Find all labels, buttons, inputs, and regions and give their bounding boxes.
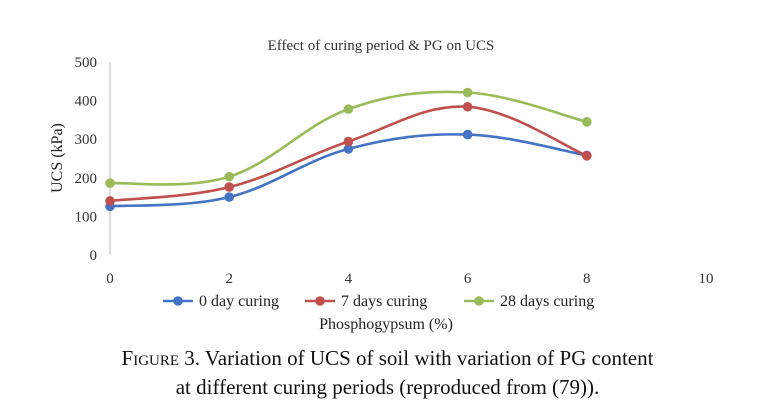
- x-tick-labels: 0 2 4 6 8 10: [106, 271, 713, 287]
- legend-label: 0 day curing: [199, 293, 279, 310]
- legend: 0 day curing 7 days curing 28 days curing: [163, 293, 594, 310]
- x-tick-label: 0: [106, 271, 114, 287]
- data-point: [343, 136, 354, 147]
- y-tick-label: 500: [75, 55, 98, 71]
- caption-text-line-1: Variation of UCS of soil with variation …: [204, 346, 654, 370]
- x-tick-label: 2: [225, 271, 233, 287]
- data-point: [343, 104, 354, 114]
- x-tick-label: 10: [699, 271, 714, 287]
- data-point: [224, 171, 234, 182]
- data-point: [105, 178, 115, 189]
- legend-label: 7 days curing: [341, 293, 427, 310]
- y-tick-labels: 0 100 200 300 400 500: [75, 55, 98, 264]
- x-tick-label: 4: [345, 271, 353, 287]
- y-tick-label: 200: [75, 171, 98, 187]
- y-tick-label: 100: [75, 209, 98, 225]
- data-point: [462, 129, 473, 140]
- data-point: [582, 117, 592, 127]
- x-axis-label: Phosphogypsum (%): [319, 316, 453, 333]
- legend-swatch-marker: [315, 296, 325, 306]
- legend-swatch-marker: [474, 296, 484, 306]
- series-line: [109, 105, 588, 203]
- y-axis-label: UCS (kPa): [49, 123, 66, 193]
- caption-line-1: Figure 3. Variation of UCS of soil with …: [0, 344, 775, 373]
- figure-caption: Figure 3. Variation of UCS of soil with …: [0, 344, 775, 402]
- data-point: [462, 101, 473, 112]
- figure-label: Figure 3.: [121, 346, 201, 370]
- data-point: [343, 144, 354, 154]
- data-point: [462, 87, 473, 98]
- data-point: [105, 196, 115, 206]
- chart-title: Effect of curing period & PG on UCS: [268, 38, 495, 54]
- legend-label: 28 days curing: [500, 293, 594, 310]
- y-tick-label: 400: [75, 94, 98, 110]
- y-tick-label: 300: [75, 132, 98, 148]
- data-point: [224, 192, 234, 202]
- data-point: [582, 150, 592, 161]
- legend-swatch-marker: [173, 296, 183, 306]
- caption-text-line-2: at different curing periods (reproduced …: [175, 375, 600, 399]
- x-tick-label: 6: [464, 271, 472, 287]
- ucs-line-chart: Effect of curing period & PG on UCS UCS …: [49, 38, 714, 333]
- y-tick-label: 0: [90, 248, 98, 264]
- data-point: [224, 182, 234, 192]
- series-layer: [105, 87, 592, 212]
- x-tick-label: 8: [583, 271, 591, 287]
